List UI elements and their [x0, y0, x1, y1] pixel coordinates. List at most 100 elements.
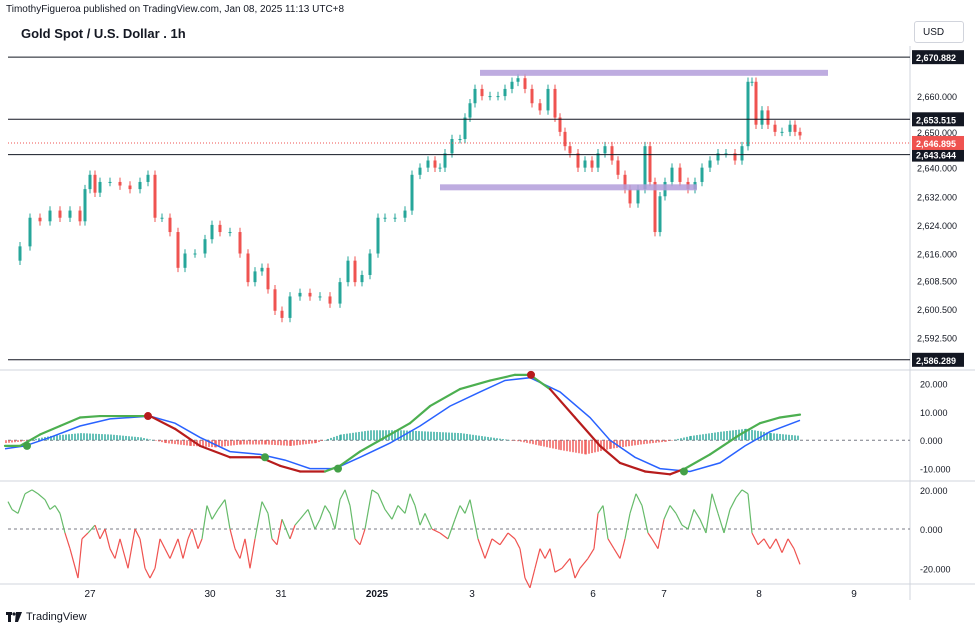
candle-body [558, 117, 562, 132]
wavetrend-histogram-bar [230, 440, 232, 446]
oscillator-line-segment [793, 548, 801, 565]
candle-body [746, 81, 750, 147]
wavetrend-histogram-bar [352, 432, 354, 441]
candle-body [700, 167, 704, 182]
wavetrend-histogram-bar [302, 440, 304, 445]
wavetrend-histogram-bar [261, 440, 263, 445]
wavetrend-histogram-bar [336, 435, 338, 441]
wavetrend-histogram-bar [560, 440, 562, 451]
wavetrend-histogram-bar [95, 433, 97, 441]
wavetrend-histogram-bar [517, 440, 519, 442]
wavetrend-histogram-bar [578, 440, 580, 454]
wavetrend-histogram-bar [193, 440, 195, 447]
oscillator-line-segment [669, 505, 677, 514]
wavetrend-main-line [173, 427, 202, 447]
oscillator-line-segment [191, 528, 199, 549]
wavetrend-histogram-bar [190, 440, 192, 446]
wavetrend-histogram-bar [708, 433, 710, 441]
wavetrend-tick-label: 20.000 [920, 379, 948, 389]
oscillator-line-segment [229, 528, 236, 549]
oscillator-line-segment [539, 548, 546, 559]
wavetrend-histogram-bar [475, 435, 477, 441]
wavetrend-main-line [278, 464, 302, 473]
candle-body [463, 117, 467, 140]
wavetrend-histogram-bar [158, 440, 160, 442]
wavetrend-histogram-bar [128, 436, 130, 441]
wavetrend-histogram-bar [445, 432, 447, 441]
wavetrend-histogram-bar [487, 436, 489, 441]
time-tick-label: 2025 [366, 589, 389, 600]
oscillator-line-segment [439, 532, 449, 540]
candle-body [523, 78, 527, 89]
candle-body [610, 146, 614, 161]
oscillator-line-segment [31, 489, 39, 495]
candle-body [568, 146, 572, 154]
wavetrend-histogram-bar [616, 440, 618, 448]
oscillator-line-segment [59, 513, 66, 534]
wavetrend-histogram-bar [427, 431, 429, 441]
wavetrend-histogram-bar [71, 433, 73, 441]
candle-body [616, 160, 620, 175]
oscillator-line-segment [751, 532, 759, 546]
footer-brand[interactable]: TradingView [6, 611, 87, 623]
time-tick-label: 7 [661, 589, 667, 600]
oscillator-line-segment [94, 524, 101, 540]
wavetrend-histogram-bar [714, 432, 716, 441]
oscillator-line-segment [699, 519, 707, 534]
wavetrend-histogram-bar [619, 440, 621, 448]
wavetrend-histogram-bar [591, 440, 593, 454]
wavetrend-histogram-bar [481, 436, 483, 441]
wavetrend-main-line [198, 444, 232, 459]
oscillator-line-segment [159, 538, 166, 549]
time-tick-label: 27 [84, 589, 96, 600]
wavetrend-histogram-bar [606, 440, 608, 450]
wavetrend-histogram-bar [290, 440, 292, 446]
wavetrend-histogram-bar [502, 439, 504, 441]
level-price-tag [912, 147, 964, 162]
candle-body [563, 131, 567, 147]
wavetrend-histogram-bar [690, 435, 692, 441]
wavetrend-histogram-bar [705, 433, 707, 441]
wavetrend-histogram-bar [161, 440, 163, 443]
wavetrend-histogram-bar [137, 437, 139, 441]
wavetrend-histogram-bar [671, 440, 673, 441]
oscillator-line-segment [44, 499, 51, 510]
candle-body [68, 210, 72, 218]
oscillator-line-segment [239, 538, 246, 559]
oscillator-line-segment [197, 538, 203, 549]
wavetrend-histogram-bar [631, 440, 633, 446]
wavetrend-histogram-bar [14, 440, 16, 443]
wavetrend-histogram-bar [406, 430, 408, 441]
oscillator-line-segment [201, 505, 208, 539]
candle-body [153, 174, 157, 218]
candle-body [450, 139, 454, 154]
oscillator-line-segment [693, 509, 701, 520]
wavetrend-histogram-bar [274, 440, 276, 445]
wavetrend-histogram-bar [83, 433, 85, 441]
wavetrend-histogram-bar [271, 440, 273, 445]
candle-body [98, 181, 102, 193]
wavetrend-cross-dot [23, 441, 31, 450]
currency-button[interactable]: USD [914, 21, 964, 43]
candle-body [138, 181, 142, 190]
oscillator-line-segment [607, 538, 615, 549]
wavetrend-histogram-bar [680, 438, 682, 441]
wavetrend-histogram-bar [373, 430, 375, 441]
oscillator-line-segment [391, 505, 399, 520]
wavetrend-histogram-bar [693, 435, 695, 441]
candle-body [740, 146, 744, 161]
oscillator-line-segment [431, 528, 441, 534]
wavetrend-histogram-bar [652, 440, 654, 444]
wavetrend-histogram-bar [466, 433, 468, 441]
wavetrend-histogram-bar [370, 430, 372, 441]
wavetrend-histogram-bar [610, 440, 612, 449]
wavetrend-histogram-bar [113, 434, 115, 441]
wavetrend-histogram-bar [745, 428, 747, 441]
time-tick-label: 3 [469, 589, 475, 600]
candle-body [496, 96, 500, 98]
wavetrend-histogram-bar [38, 438, 40, 441]
wavetrend-histogram-bar [321, 440, 323, 442]
oscillator-line-segment [705, 493, 713, 534]
wavetrend-main-line [738, 422, 762, 436]
